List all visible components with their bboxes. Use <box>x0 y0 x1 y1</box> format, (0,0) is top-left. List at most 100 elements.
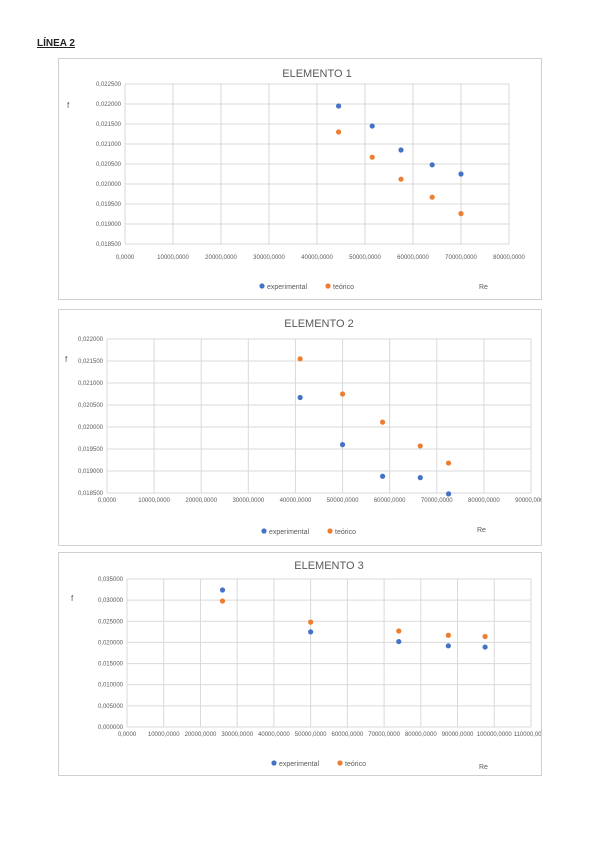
chart-elemento-2: ELEMENTO 2 0,0000 10000,0000 20000,0000 3000… <box>58 309 542 546</box>
x-tick-label: 10000,0000 <box>138 498 170 504</box>
y-tick-label: 0,021500 <box>96 122 122 128</box>
legend-label: teórico <box>333 284 354 291</box>
y-axis-label: f <box>67 101 70 110</box>
data-point-teorico <box>445 632 451 638</box>
data-point-teorico <box>482 633 488 640</box>
data-point-experimental <box>429 162 435 168</box>
x-tick-label: 0,0000 <box>118 732 137 738</box>
data-point-teorico <box>369 154 375 160</box>
data-point-teorico <box>396 628 402 634</box>
data-point-experimental <box>445 491 452 497</box>
x-tick-label: 50000,0000 <box>295 732 327 738</box>
x-tick-label: 80000,0000 <box>468 498 500 504</box>
data-point-teorico <box>336 129 342 135</box>
y-tick-label: 0,000000 <box>98 725 124 731</box>
y-tick-label: 0,022000 <box>96 102 122 108</box>
x-tick-label: 10000,0000 <box>157 255 189 261</box>
x-tick-label: 70000,0000 <box>368 732 400 738</box>
x-tick-label: 20000,0000 <box>205 255 237 261</box>
y-tick-label: 0,005000 <box>98 704 124 710</box>
legend-label: experimental <box>269 529 310 536</box>
x-tick-label: 110000,0000 <box>514 732 541 738</box>
data-point-teorico <box>219 598 226 604</box>
chart-title: ELEMENTO 3 <box>294 560 364 572</box>
y-tick-label: 0,018500 <box>96 242 122 248</box>
data-point-experimental <box>398 147 404 153</box>
x-tick-label: 60000,0000 <box>374 498 406 504</box>
x-tick-label: 0,0000 <box>98 498 117 504</box>
data-point-experimental <box>308 629 314 635</box>
x-tick-label: 0,0000 <box>116 255 135 261</box>
y-tick-label: 0,021000 <box>96 142 122 148</box>
x-axis-label: Re <box>479 764 488 771</box>
y-tick-label: 0,019000 <box>78 469 104 475</box>
y-tick-label: 0,020000 <box>78 425 104 431</box>
data-point-teorico <box>417 443 423 449</box>
data-point-experimental <box>396 638 402 645</box>
legend-marker <box>327 528 333 534</box>
x-tick-label: 70000,0000 <box>421 498 453 504</box>
y-tick-label: 0,019500 <box>78 447 104 453</box>
y-tick-label: 0,018500 <box>78 491 104 497</box>
data-point-teorico <box>339 391 346 397</box>
legend-marker <box>261 528 267 534</box>
legend-label: experimental <box>279 761 320 768</box>
data-point-teorico <box>429 194 435 200</box>
chart-elemento-3: ELEMENTO 3 0,0000 10000,0000 20000,0000 3000… <box>58 552 542 776</box>
y-tick-label: 0,030000 <box>98 598 124 604</box>
chart-2-svg: ELEMENTO 2 0,0000 10000,0000 20000,0000 3000… <box>65 318 541 536</box>
page-heading: LÍNEA 2 <box>37 38 75 49</box>
y-tick-label: 0,022500 <box>96 82 122 88</box>
chart-3-svg: ELEMENTO 3 0,0000 10000,0000 20000,0000 3000… <box>71 560 541 771</box>
data-point-teorico <box>380 419 386 425</box>
y-tick-label: 0,020000 <box>96 182 122 188</box>
x-tick-label: 30000,0000 <box>221 732 253 738</box>
x-axis-label: Re <box>477 527 486 534</box>
y-tick-label: 0,025000 <box>98 619 124 625</box>
y-tick-label: 0,019000 <box>96 222 122 228</box>
legend-label: experimental <box>267 284 308 291</box>
y-axis-label: f <box>71 594 74 603</box>
x-tick-label: 80000,0000 <box>493 255 525 261</box>
y-axis-label: f <box>65 355 68 364</box>
data-point-teorico <box>445 460 452 466</box>
legend-label: teórico <box>335 529 356 536</box>
x-tick-label: 40000,0000 <box>258 732 290 738</box>
data-point-experimental <box>458 171 464 177</box>
y-tick-label: 0,020500 <box>96 162 122 168</box>
x-tick-label: 90000,0000 <box>442 732 474 738</box>
y-tick-label: 0,015000 <box>98 662 124 668</box>
y-tick-label: 0,019500 <box>96 202 122 208</box>
y-tick-label: 0,020500 <box>78 403 104 409</box>
x-tick-label: 40000,0000 <box>301 255 333 261</box>
x-tick-label: 80000,0000 <box>405 732 437 738</box>
data-point-experimental <box>297 394 303 401</box>
x-tick-label: 40000,0000 <box>280 498 312 504</box>
x-tick-label: 90000,0000 <box>515 498 541 504</box>
legend-marker <box>271 760 277 766</box>
x-tick-label: 100000,0000 <box>477 732 513 738</box>
y-tick-label: 0,035000 <box>98 577 124 583</box>
y-tick-label: 0,010000 <box>98 683 124 689</box>
x-tick-label: 30000,0000 <box>253 255 285 261</box>
y-tick-label: 0,021500 <box>78 359 104 365</box>
chart-elemento-1: ELEMENTO 1 0,0000 10000,0000 20000,0000 3000… <box>58 58 542 300</box>
x-axis-label: Re <box>479 284 488 291</box>
data-point-teorico <box>398 176 404 182</box>
x-tick-label: 20000,0000 <box>185 732 217 738</box>
data-point-experimental <box>482 644 488 650</box>
chart-1-svg: ELEMENTO 1 0,0000 10000,0000 20000,0000 3000… <box>67 68 526 291</box>
data-point-experimental <box>380 473 386 479</box>
data-point-experimental <box>417 475 423 481</box>
x-tick-label: 30000,0000 <box>232 498 264 504</box>
chart-title: ELEMENTO 1 <box>282 68 352 80</box>
data-point-teorico <box>297 356 303 362</box>
x-tick-label: 50000,0000 <box>349 255 381 261</box>
legend-label: teórico <box>345 761 366 768</box>
data-point-experimental <box>219 587 226 593</box>
data-point-teorico <box>458 211 464 217</box>
y-tick-label: 0,022000 <box>78 337 104 343</box>
x-tick-label: 60000,0000 <box>332 732 364 738</box>
x-tick-label: 10000,0000 <box>148 732 180 738</box>
data-point-teorico <box>308 619 314 625</box>
